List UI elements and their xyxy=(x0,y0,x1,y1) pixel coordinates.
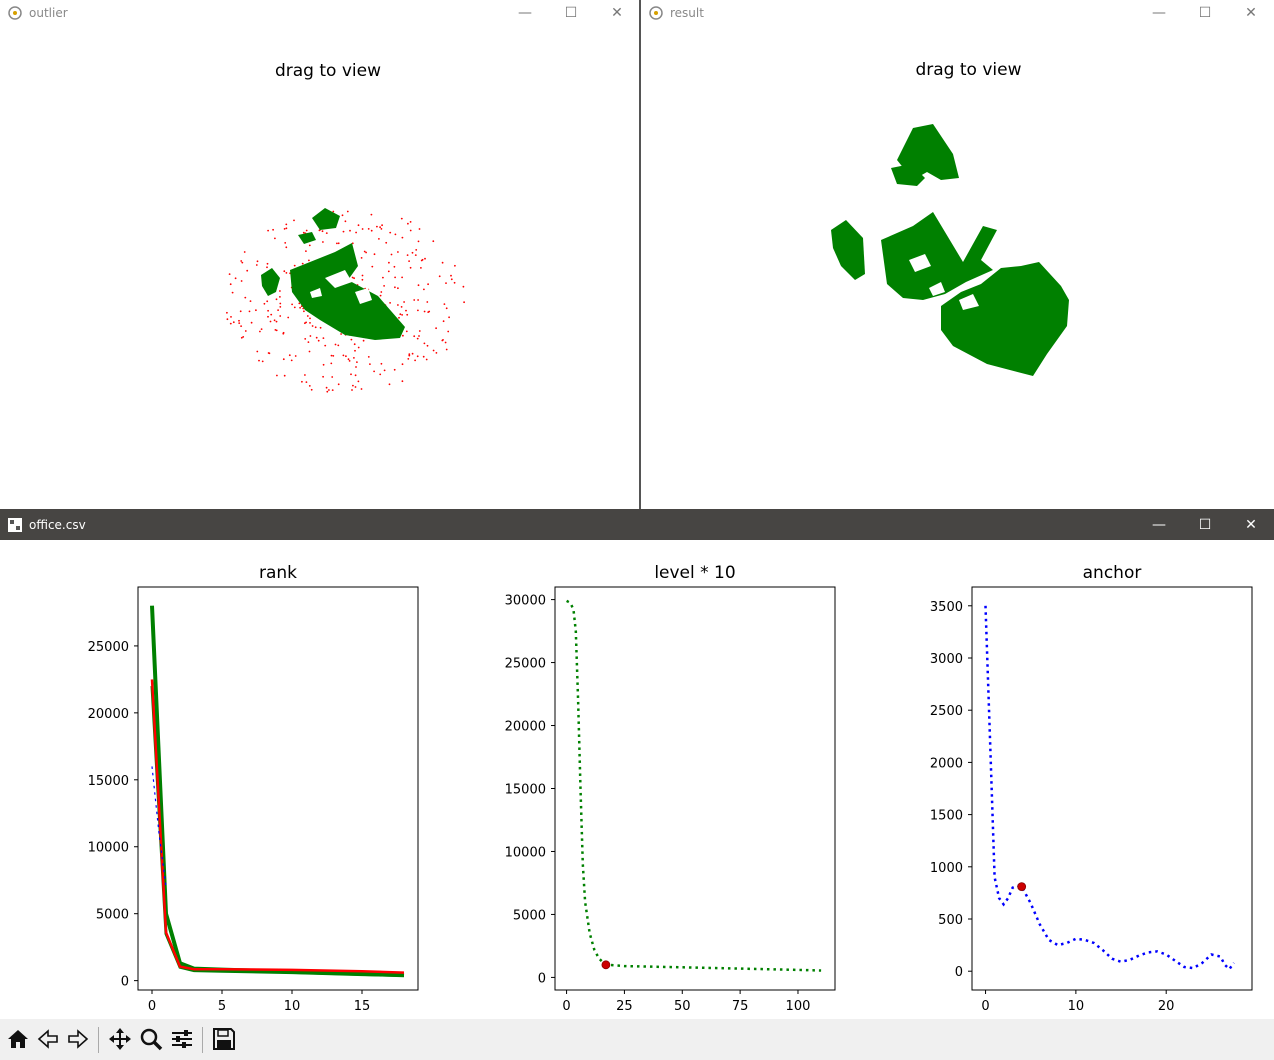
configure-icon xyxy=(170,1027,194,1051)
y-tick-label: 25000 xyxy=(88,640,129,655)
zoom-icon xyxy=(139,1027,163,1051)
x-tick-label: 100 xyxy=(786,999,811,1014)
forward-button[interactable] xyxy=(64,1025,92,1053)
anchor-chart: anchor 0 10 20 0 500 1000 1500 2000 2500 3000 3500 xyxy=(930,563,1252,1014)
x-tick-label: 10 xyxy=(1068,999,1085,1014)
chart-title: anchor xyxy=(1083,563,1142,583)
result-window: result — ☐ ✕ drag to view xyxy=(641,0,1274,510)
window-title: result xyxy=(670,6,1136,20)
forward-icon xyxy=(66,1027,90,1051)
window-title: outlier xyxy=(29,6,502,20)
y-tick-label: 20000 xyxy=(505,720,546,735)
outlier-window: outlier — ☐ ✕ drag to view xyxy=(0,0,640,510)
save-button[interactable] xyxy=(210,1025,238,1053)
minimize-button[interactable]: — xyxy=(1136,0,1182,26)
x-tick-label: 75 xyxy=(732,999,749,1014)
zoom-button[interactable] xyxy=(137,1025,165,1053)
minimize-button[interactable]: — xyxy=(502,0,548,26)
level-chart: level * 10 0 25 50 75 100 0 5000 10000 15000 20000… xyxy=(505,563,835,1014)
y-tick-label: 500 xyxy=(938,913,963,928)
configure-button[interactable] xyxy=(168,1025,196,1053)
back-icon xyxy=(36,1027,60,1051)
rank-chart: rank 0 5 10 15 0 5000 10000 15000 20000 25000 xyxy=(88,563,418,1014)
x-tick-label: 50 xyxy=(674,999,691,1014)
maximize-button[interactable]: ☐ xyxy=(1182,0,1228,26)
highlight-marker xyxy=(602,961,610,969)
series-line-green-band xyxy=(152,606,404,976)
y-tick-label: 3500 xyxy=(930,600,963,615)
window-title: office.csv xyxy=(29,518,1136,532)
app-icon xyxy=(648,5,664,21)
x-tick-label: 0 xyxy=(981,999,989,1014)
axes-frame xyxy=(138,587,418,990)
chart-title: level * 10 xyxy=(654,563,735,583)
series-line-green-dotted xyxy=(567,601,822,971)
y-tick-label: 2000 xyxy=(930,756,963,771)
result-point-cloud xyxy=(831,124,1069,376)
y-tick-label: 0 xyxy=(538,971,546,986)
y-tick-label: 5000 xyxy=(513,908,546,923)
pan-button[interactable] xyxy=(106,1025,134,1053)
highlight-marker xyxy=(1018,883,1026,891)
toolbar-separator xyxy=(98,1027,99,1053)
app-icon xyxy=(7,5,23,21)
y-tick-label: 15000 xyxy=(505,783,546,798)
close-button[interactable]: ✕ xyxy=(1228,509,1274,540)
y-tick-label: 0 xyxy=(121,975,129,990)
minimize-button[interactable]: — xyxy=(1136,509,1182,540)
main-titlebar[interactable]: office.csv — ☐ ✕ xyxy=(0,509,1274,540)
chart-title: rank xyxy=(259,563,297,583)
pan-icon xyxy=(108,1027,132,1051)
maximize-button[interactable]: ☐ xyxy=(548,0,594,26)
axes-frame xyxy=(972,587,1252,990)
series-line-blue-dotted xyxy=(986,606,1234,969)
save-icon xyxy=(212,1027,236,1051)
series-line-red xyxy=(152,679,404,972)
inlier-point-cloud xyxy=(261,208,405,340)
point-cloud-canvas[interactable] xyxy=(641,30,1274,510)
x-tick-label: 0 xyxy=(148,999,156,1014)
close-button[interactable]: ✕ xyxy=(1228,0,1274,26)
y-tick-label: 1500 xyxy=(930,809,963,824)
x-tick-label: 5 xyxy=(218,999,226,1014)
y-tick-label: 2500 xyxy=(930,704,963,719)
y-tick-label: 10000 xyxy=(88,841,129,856)
y-tick-label: 3000 xyxy=(930,652,963,667)
y-tick-label: 5000 xyxy=(96,908,129,923)
toolbar-separator xyxy=(202,1027,203,1053)
app-icon xyxy=(7,517,23,533)
y-tick-label: 20000 xyxy=(88,707,129,722)
y-tick-label: 30000 xyxy=(505,594,546,609)
navigation-toolbar xyxy=(0,1019,1274,1060)
point-cloud-canvas[interactable] xyxy=(0,30,640,510)
main-figure-window: office.csv — ☐ ✕ rank 0 5 10 15 0 5000 10000 150… xyxy=(0,509,1274,1060)
x-tick-label: 20 xyxy=(1158,999,1175,1014)
y-tick-label: 0 xyxy=(955,965,963,980)
back-button[interactable] xyxy=(34,1025,62,1053)
outlier-titlebar[interactable]: outlier — ☐ ✕ xyxy=(0,0,640,26)
home-icon xyxy=(6,1027,30,1051)
maximize-button[interactable]: ☐ xyxy=(1182,509,1228,540)
axes-frame xyxy=(555,587,835,990)
y-tick-label: 25000 xyxy=(505,657,546,672)
y-tick-label: 1000 xyxy=(930,861,963,876)
series-line-green-lower xyxy=(152,686,404,975)
x-tick-label: 10 xyxy=(284,999,301,1014)
home-button[interactable] xyxy=(4,1025,32,1053)
y-tick-label: 15000 xyxy=(88,774,129,789)
result-titlebar[interactable]: result — ☐ ✕ xyxy=(641,0,1274,26)
close-button[interactable]: ✕ xyxy=(594,0,640,26)
y-tick-label: 10000 xyxy=(505,845,546,860)
x-tick-label: 25 xyxy=(616,999,633,1014)
x-tick-label: 15 xyxy=(354,999,371,1014)
x-tick-label: 0 xyxy=(562,999,570,1014)
